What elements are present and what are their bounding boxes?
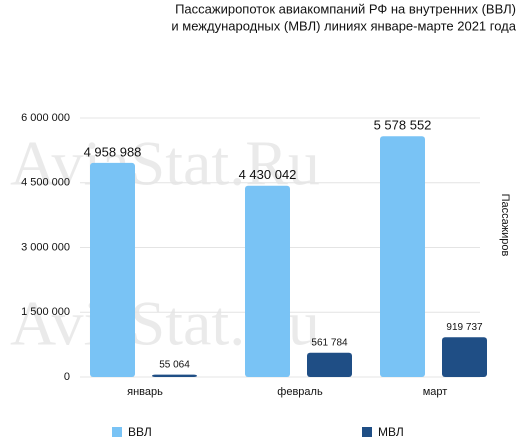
y-tick-label: 4 500 000 bbox=[21, 177, 70, 189]
x-tick-label: март bbox=[423, 386, 448, 398]
y-tick-label: 0 bbox=[64, 371, 70, 383]
bar bbox=[442, 337, 487, 377]
x-tick-label: февраль bbox=[277, 386, 323, 398]
y-tick-label: 3 000 000 bbox=[21, 241, 70, 253]
bar bbox=[307, 352, 352, 377]
legend-swatch bbox=[362, 427, 372, 437]
legend-label: МВЛ bbox=[378, 425, 404, 439]
y-tick-label: 6 000 000 bbox=[21, 112, 70, 124]
value-label: 4 958 988 bbox=[84, 144, 142, 159]
chart-title: Пассажиропоток авиакомпаний РФ на внутре… bbox=[175, 1, 516, 16]
bar bbox=[152, 374, 197, 377]
chart-title: и международных (МВЛ) линиях январе-март… bbox=[171, 18, 516, 33]
bar bbox=[90, 162, 135, 377]
value-label: 561 784 bbox=[311, 337, 348, 348]
legend-swatch bbox=[112, 427, 122, 437]
y-tick-label: 1 500 000 bbox=[21, 306, 70, 318]
value-label: 5 578 552 bbox=[374, 118, 432, 133]
value-label: 4 430 042 bbox=[239, 167, 297, 182]
x-tick-label: январь bbox=[127, 386, 163, 398]
value-label: 55 064 bbox=[159, 359, 190, 370]
bar bbox=[380, 136, 425, 377]
bar bbox=[245, 185, 290, 377]
legend-label: ВВЛ bbox=[128, 425, 152, 439]
y-axis-label: Пассажиров bbox=[499, 194, 511, 257]
value-label: 919 737 bbox=[446, 322, 483, 333]
